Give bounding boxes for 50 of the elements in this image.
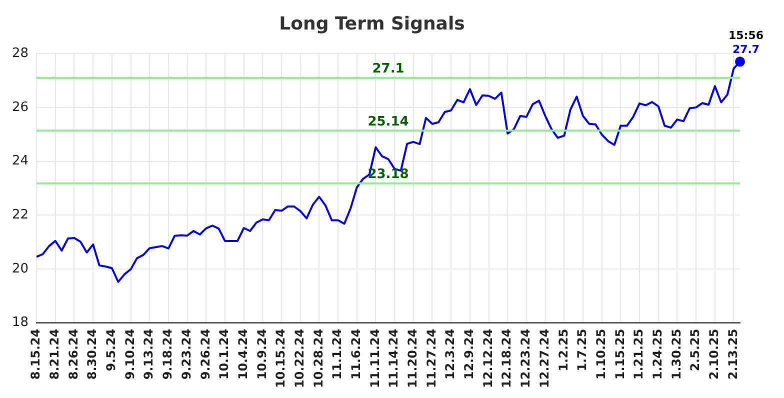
x-tick-label: 12.9.24 [462, 328, 476, 380]
y-tick-label: 26 [12, 100, 29, 115]
x-tick-label: 9.18.24 [160, 328, 175, 380]
y-tick-label: 22 [12, 207, 29, 222]
x-tick-label: 2.10.25 [707, 328, 721, 380]
x-tick-label: 10.22.24 [292, 328, 306, 388]
y-tick-label: 18 [12, 315, 29, 330]
x-tick-label: 10.15.24 [274, 328, 288, 388]
x-tick-label: 8.26.24 [66, 328, 80, 380]
chart-title: Long Term Signals [279, 13, 465, 34]
y-tick-label: 28 [12, 46, 29, 61]
x-tick-label: 10.4.24 [236, 328, 250, 380]
x-tick-label: 9.23.24 [179, 328, 194, 380]
x-tick-label: 11.11.24 [368, 328, 382, 388]
x-tick-label: 1.7.25 [575, 328, 590, 372]
x-tick-label: 10.28.24 [311, 328, 326, 388]
x-tick-label: 11.6.24 [348, 328, 363, 380]
x-tick-label: 11.1.24 [330, 328, 344, 380]
x-tick-label: 1.30.25 [669, 328, 684, 380]
x-tick-label: 10.1.24 [217, 328, 232, 380]
x-tick-label: 11.14.24 [386, 328, 401, 388]
x-tick-label: 8.30.24 [85, 328, 100, 380]
x-tick-label: 8.21.24 [48, 328, 62, 380]
ref-line-label: 23.18 [368, 167, 409, 182]
ref-line-label: 27.1 [372, 62, 404, 77]
x-tick-label: 1.10.25 [594, 328, 608, 380]
x-tick-label: 12.23.24 [518, 328, 533, 388]
x-tick-label: 9.10.24 [122, 328, 137, 380]
y-tick-label: 24 [12, 154, 29, 169]
x-tick-label: 11.20.24 [406, 328, 420, 388]
text: 15:56 [728, 29, 764, 42]
x-tick-label: 9.5.24 [104, 328, 118, 372]
y-tick-label: 20 [12, 261, 29, 276]
x-tick-label: 2.5.25 [688, 328, 702, 372]
x-tick-label: 2.13.25 [726, 328, 740, 380]
x-tick-label: 9.26.24 [198, 328, 212, 380]
x-tick-label: 1.21.25 [632, 328, 646, 380]
x-tick-label: 1.2.25 [556, 328, 570, 372]
data-label: 27.7 [732, 43, 760, 56]
x-tick-label: 11.27.24 [424, 328, 438, 388]
x-tick-label: 12.12.24 [480, 328, 495, 388]
x-tick-label: 1.15.25 [612, 328, 627, 380]
x-tick-label: 12.18.24 [500, 328, 514, 388]
x-tick-label: 12.27.24 [537, 328, 552, 388]
ref-line-label: 25.14 [368, 114, 409, 130]
x-tick-label: 10.9.24 [254, 328, 269, 380]
x-tick-label: 1.24.25 [650, 328, 664, 380]
x-tick-label: 12.3.24 [443, 328, 458, 380]
x-tick-label: 8.15.24 [28, 328, 43, 380]
x-tick-label: 9.13.24 [142, 328, 156, 380]
